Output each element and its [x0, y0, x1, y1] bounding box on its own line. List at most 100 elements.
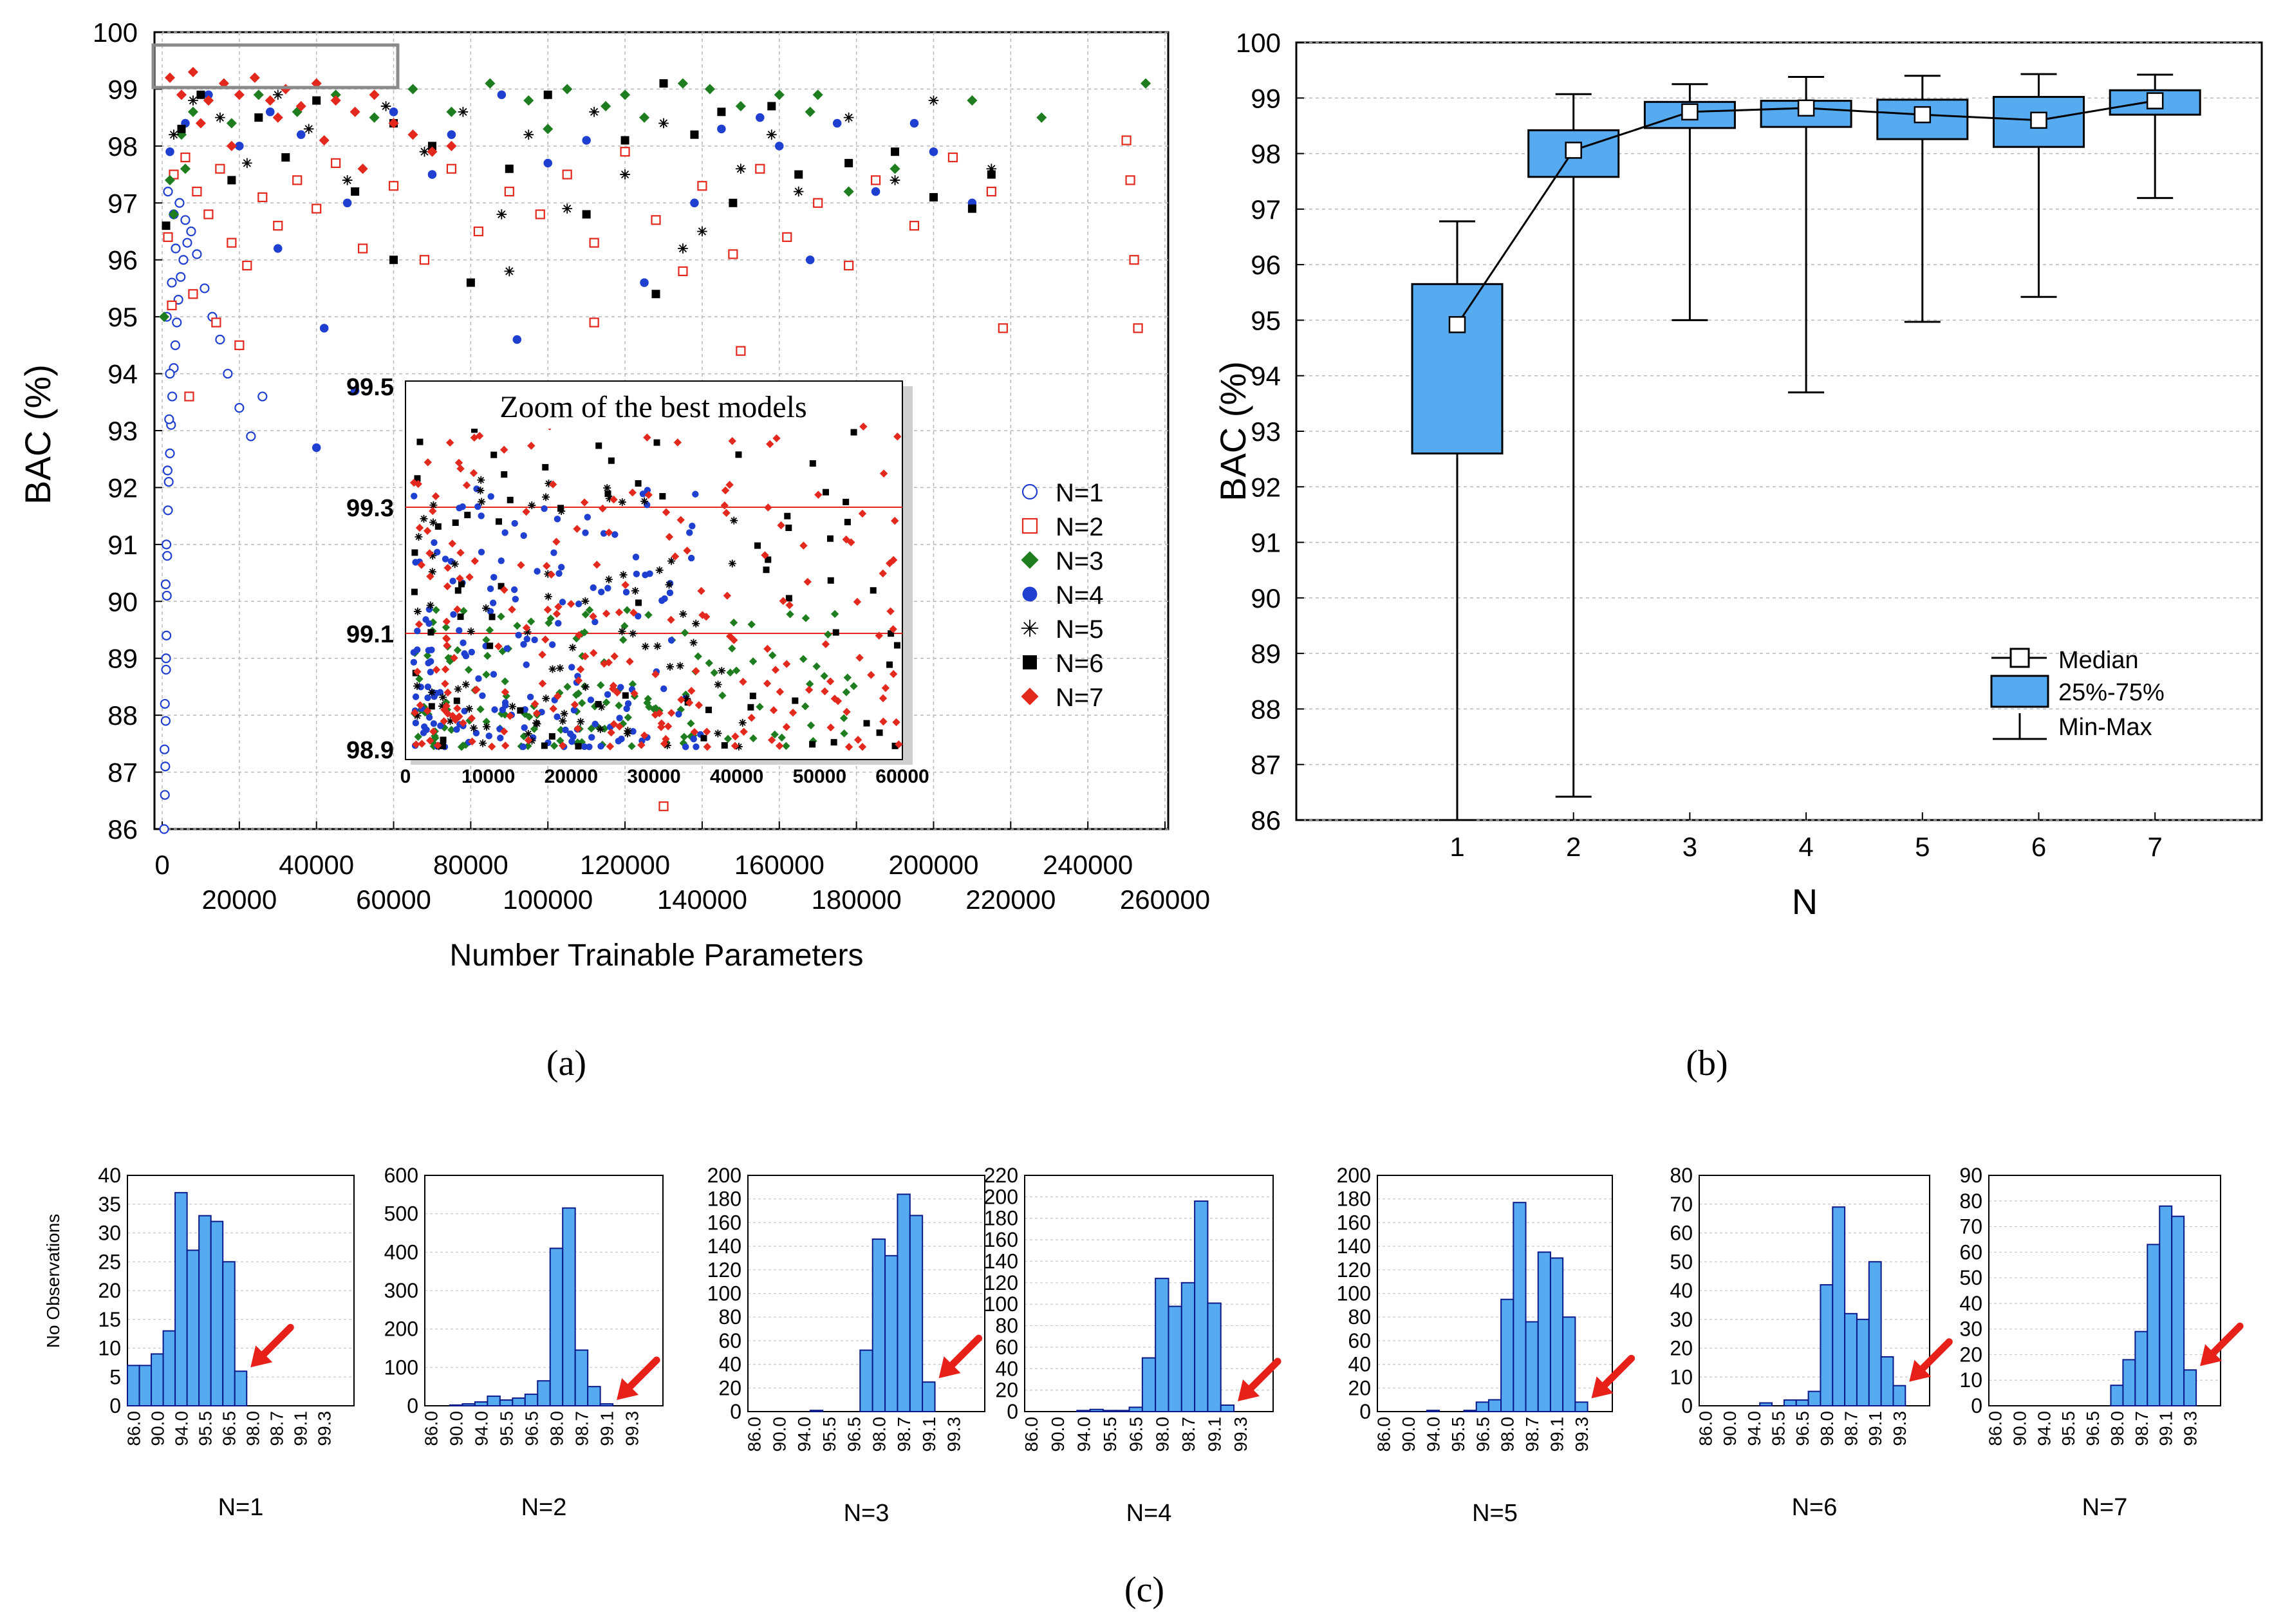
scatter-point-n4	[447, 130, 456, 139]
histogram-y-tick-label: 40	[718, 1353, 741, 1376]
histogram-y-tick-label: 40	[98, 1164, 121, 1187]
scatter-point-n3	[523, 95, 534, 106]
inset-point	[501, 471, 508, 478]
histogram-x-tick-label: 86.0	[422, 1411, 442, 1446]
inset-point	[566, 600, 575, 608]
inset-point	[581, 743, 588, 751]
histogram-bar	[2183, 1369, 2197, 1406]
scatter-point-n6	[987, 170, 996, 179]
inset-point	[809, 741, 816, 748]
histogram-x-tick-label: 98.7	[1841, 1411, 1861, 1446]
inset-point	[686, 529, 693, 536]
scatter-point-n4	[640, 278, 649, 287]
scatter-point-n5	[496, 209, 507, 219]
scatter-point-n2	[184, 391, 194, 402]
inset-point	[891, 742, 899, 749]
histogram-x-tick-label: 98.0	[1498, 1417, 1518, 1452]
inset-point	[555, 620, 562, 627]
inset-point	[620, 622, 629, 630]
inset-point	[597, 743, 604, 750]
panel-a-x-tick-label: 40000	[279, 850, 354, 880]
inset-point	[441, 680, 449, 688]
panel-b-y-ticks: 86 87 88 89 90 91 92 93 94 95 96 97 98 99 100	[1236, 28, 1304, 835]
inset-point	[892, 718, 900, 727]
highlight-arrow-shaft	[258, 1323, 294, 1359]
histogram-x-tick-label: 98.7	[894, 1417, 914, 1452]
inset-point	[570, 700, 579, 709]
histogram-x-tick-label: 98.0	[2107, 1411, 2127, 1446]
inset-point	[447, 725, 456, 734]
inset-point	[630, 689, 638, 698]
inset-point	[779, 597, 787, 605]
inset-point	[412, 720, 420, 727]
histogram-label: N=7	[2082, 1494, 2128, 1521]
inset-point	[523, 628, 532, 636]
inset-point	[415, 533, 423, 541]
inset-point	[821, 640, 830, 648]
inset-point	[766, 440, 774, 449]
inset-point	[676, 516, 685, 524]
inset-point	[448, 539, 456, 548]
inset-point	[843, 498, 850, 505]
histogram-x-tick-label: 86.0	[1695, 1411, 1715, 1446]
inset-point	[587, 696, 595, 704]
scatter-point-n3	[485, 78, 496, 89]
inset-point	[700, 734, 707, 742]
scatter-point-n2	[419, 255, 430, 265]
histogram-x-tick-label: 90.0	[2009, 1411, 2029, 1446]
histogram-y-tick-label: 20	[1959, 1343, 1982, 1366]
panel-a-y-tick-label: 86	[107, 814, 138, 845]
panel-b-y-label: BAC (%)	[1213, 361, 1253, 501]
scatter-point-n5	[215, 112, 225, 123]
inset-point	[443, 641, 451, 650]
inset-point	[433, 741, 442, 750]
inset-point	[542, 463, 549, 471]
box-iqr	[1411, 283, 1504, 455]
inset-point	[703, 743, 712, 751]
panel-b-y-tick-label: 86	[1251, 805, 1281, 835]
histogram-x-tick-label: 90.0	[447, 1411, 467, 1446]
scatter-point-n3	[812, 89, 823, 100]
inset-point	[485, 733, 492, 740]
inset-point	[415, 620, 424, 629]
inset-point	[598, 588, 605, 595]
scatter-point-n7	[218, 78, 229, 89]
inset-point	[657, 723, 666, 731]
histogram-x-tick-label: 96.5	[522, 1411, 542, 1446]
scatter-point-n7	[388, 118, 399, 129]
inset-point	[799, 541, 808, 550]
histogram-x-tick-label: 96.5	[2083, 1411, 2103, 1446]
scatter-point-n2	[589, 238, 599, 248]
panel-b-x-ticks: 1 2 3 4 5 6 7	[1449, 812, 2163, 862]
inset-point	[888, 630, 895, 637]
inset-point	[731, 732, 740, 741]
inset-point	[722, 509, 731, 518]
inset-point	[414, 480, 422, 489]
scatter-point-n3	[446, 106, 457, 117]
inset-point	[574, 677, 583, 685]
histogram-x-tick-label: 99.3	[2181, 1411, 2201, 1446]
inset-point	[575, 601, 582, 608]
scatter-point-n5	[523, 129, 534, 140]
inset-point	[508, 702, 517, 711]
scatter-point-n6	[620, 136, 629, 145]
inset-point	[604, 490, 611, 498]
inset-point	[422, 616, 429, 623]
inset-point	[580, 498, 589, 507]
inset-point	[879, 717, 888, 726]
zoom-region-box	[151, 43, 400, 89]
inset-point	[489, 599, 497, 606]
scatter-point-n4	[775, 142, 784, 151]
histogram-x-tick-label: 94.0	[171, 1411, 191, 1446]
inset-point	[822, 489, 829, 496]
histogram-y-tick-label: 180	[707, 1188, 741, 1211]
inset-point	[859, 422, 868, 431]
scatter-point-n4	[296, 130, 306, 139]
histogram-x-tick-label: 99.1	[1547, 1417, 1567, 1452]
histogram-x-tick-label: 99.3	[622, 1411, 642, 1446]
inset-point	[434, 523, 442, 530]
inset-point	[721, 742, 728, 749]
scatter-point-n6	[254, 113, 263, 122]
histogram-bar	[1795, 1399, 1809, 1407]
inset-point	[441, 665, 450, 674]
